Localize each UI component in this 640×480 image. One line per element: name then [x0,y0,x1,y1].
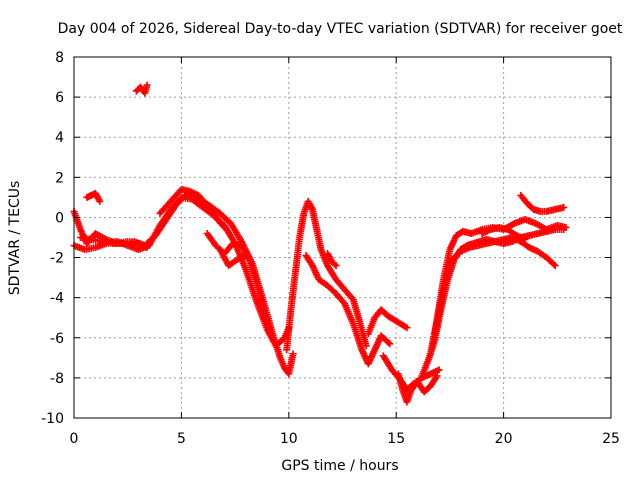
data-layer [70,81,570,406]
y-tick-label: -8 [50,371,64,387]
data-point [242,252,250,260]
data-point [560,203,568,211]
data-point [550,260,558,268]
x-tick-label: 5 [177,431,186,447]
data-point [384,338,392,346]
series-arc-g [203,229,293,350]
data-point [331,260,339,268]
x-tick-label: 15 [387,431,405,447]
data-point [332,262,340,270]
series-arc-d [83,189,104,205]
plot-frame [73,56,612,419]
data-point [143,81,151,89]
series-arc-a [70,193,278,346]
y-tick-label: 8 [55,50,64,66]
data-point [143,244,151,252]
series-arc-q [431,234,559,338]
data-point [433,372,441,380]
series-arc-f [156,185,228,231]
chart-title: Day 004 of 2026, Sidereal Day-to-day VTE… [58,21,623,37]
y-tick-label: 4 [55,130,64,146]
series-arc-n [394,370,441,406]
y-axis-label: SDTVAR / TECUs [7,181,23,296]
series-arc-k [323,250,340,270]
y-tick-label: 2 [55,170,64,186]
y-tick-label: -4 [50,291,64,307]
y-tick-label: -6 [50,331,64,347]
series-arc-s [517,191,568,215]
data-point [96,197,104,205]
y-tick-label: 0 [55,210,64,226]
y-tick-label: 6 [55,90,64,106]
series-arc-r [478,223,529,244]
x-tick-label: 0 [70,431,79,447]
data-point [521,236,529,244]
y-tick-label: -2 [50,251,64,267]
data-point [289,350,297,358]
data-point [386,340,394,348]
data-point [220,223,228,231]
data-point [435,366,443,374]
x-tick-label: 20 [495,431,513,447]
series-arc-c [70,207,151,252]
data-point [562,223,570,231]
series-arc-e [132,81,151,97]
x-axis-label: GPS time / hours [281,458,398,474]
series-arc-i [283,197,370,354]
series-arc-l [364,306,411,338]
series-arc-b [76,189,297,378]
y-tick-label: -10 [41,411,64,427]
x-tick-label: 10 [280,431,298,447]
series-arc-h [216,246,250,270]
x-tick-label: 25 [602,431,620,447]
data-point [403,324,411,332]
data-point [551,262,559,270]
tick-layer: 0 5 10 15 20 25 -10 -8 -6 -4 -2 0 2 4 6 8 [41,50,620,447]
data-point [219,222,227,230]
series-arc-j [302,252,394,368]
series-arc-p [427,215,570,358]
